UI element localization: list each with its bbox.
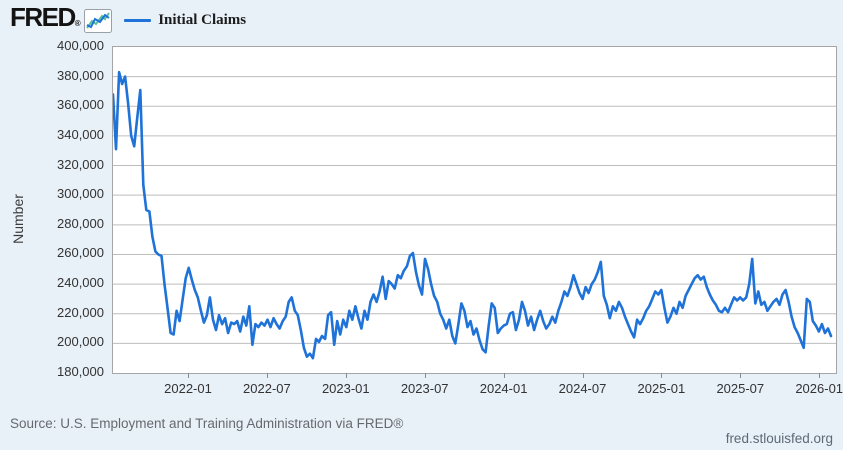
x-tick-mark	[582, 373, 584, 378]
legend-series-label: Initial Claims	[158, 11, 247, 28]
source-note: Source: U.S. Employment and Training Adm…	[10, 416, 404, 431]
x-tick-label: 2026-01	[795, 381, 843, 396]
x-tick-label: 2025-07	[716, 381, 765, 396]
y-tick-label: 260,000	[57, 245, 104, 261]
x-tick-mark	[819, 373, 821, 378]
fred-logo: FRED®	[10, 1, 81, 37]
x-tick-mark	[503, 373, 505, 378]
fred-logo-text: FRED	[10, 1, 76, 32]
y-tick-label: 240,000	[57, 275, 104, 291]
x-axis: 2022-01 2022-07 2023-01 2023-07 2024-01 2024-…	[112, 46, 843, 396]
header: FRED® Initial Claims	[10, 4, 246, 36]
y-tick-label: 360,000	[57, 97, 104, 113]
x-tick-label: 2025-01	[637, 381, 686, 396]
y-tick-label: 340,000	[57, 126, 104, 142]
initial-claims-line	[113, 70, 833, 360]
y-axis-tick-labels: 400,000 380,000 360,000 340,000 320,000 300,0…	[0, 39, 104, 379]
x-tick-label: 2024-07	[558, 381, 607, 396]
fred-site-link[interactable]: fred.stlouisfed.org	[725, 431, 833, 446]
x-tick-label: 2022-07	[243, 381, 291, 396]
x-tick-label: 2023-01	[321, 381, 370, 396]
legend: Initial Claims	[124, 12, 246, 29]
y-tick-label: 300,000	[57, 186, 104, 202]
fred-logo-registered-mark: ®	[74, 18, 81, 28]
x-tick-label: 2023-07	[400, 381, 449, 396]
x-tick-label: 2022-01	[164, 381, 212, 396]
fred-chart-icon	[84, 9, 113, 33]
line-chart	[113, 70, 836, 360]
y-tick-label: 400,000	[57, 38, 104, 53]
x-tick-mark	[740, 373, 742, 378]
y-tick-label: 180,000	[57, 364, 104, 379]
x-tick-mark	[661, 373, 663, 378]
y-tick-label: 320,000	[57, 156, 104, 172]
x-tick-label: 2024-01	[479, 381, 528, 396]
y-tick-label: 380,000	[57, 67, 104, 83]
x-tick-mark	[424, 373, 426, 378]
y-tick-label: 200,000	[57, 334, 104, 350]
plot-area	[112, 46, 837, 374]
x-tick-mark	[266, 373, 268, 378]
y-tick-label: 280,000	[57, 215, 104, 231]
x-tick-mark	[188, 373, 189, 378]
legend-line-swatch	[124, 18, 152, 22]
y-tick-label: 220,000	[57, 304, 104, 320]
x-tick-mark	[345, 373, 347, 378]
